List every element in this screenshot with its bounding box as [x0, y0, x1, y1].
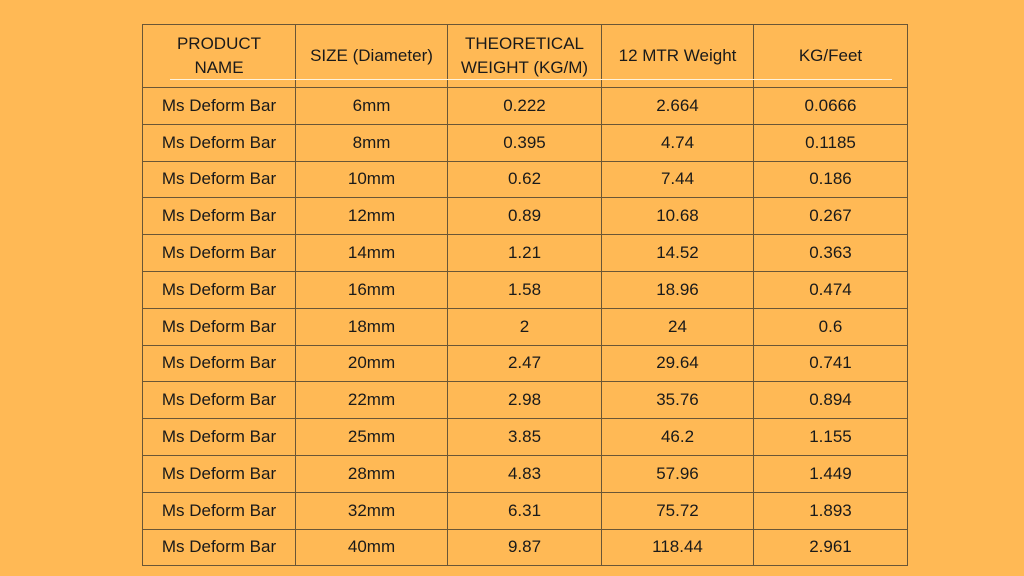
table-cell: Ms Deform Bar — [142, 528, 296, 567]
table-cell: Ms Deform Bar — [142, 234, 296, 272]
header-row: PRODUCT NAME SIZE (Diameter) THEORETICAL… — [142, 24, 908, 88]
table-cell: 2 — [447, 307, 602, 346]
table-row: Ms Deform Bar 10mm 0.62 7.44 0.186 — [142, 160, 908, 199]
table-cell: Ms Deform Bar — [142, 491, 296, 530]
table-cell: 2.47 — [447, 344, 602, 383]
table-cell: 0.62 — [447, 160, 602, 199]
table-cell: 2.961 — [753, 528, 908, 567]
table-row: Ms Deform Bar 18mm 2 24 0.6 — [142, 307, 908, 346]
table-cell: 24 — [601, 307, 754, 346]
table-cell: 14.52 — [601, 234, 754, 272]
table-cell: 28mm — [295, 454, 448, 493]
table-cell: 32mm — [295, 491, 448, 530]
table-row: Ms Deform Bar 40mm 9.87 118.44 2.961 — [142, 528, 908, 567]
table-cell: 0.474 — [753, 270, 908, 309]
table-cell: 4.74 — [601, 123, 754, 162]
header-cell: PRODUCT NAME — [142, 24, 296, 88]
table-cell: 0.0666 — [753, 87, 908, 125]
table-cell: 20mm — [295, 344, 448, 383]
table-cell: 0.6 — [753, 307, 908, 346]
table-cell: 2.98 — [447, 381, 602, 420]
table-cell: 6mm — [295, 87, 448, 125]
table-cell: Ms Deform Bar — [142, 454, 296, 493]
table-cell: 0.395 — [447, 123, 602, 162]
table-cell: 0.89 — [447, 197, 602, 236]
table-cell: 10mm — [295, 160, 448, 199]
table-cell: 0.741 — [753, 344, 908, 383]
table-cell: 8mm — [295, 123, 448, 162]
table-cell: 0.267 — [753, 197, 908, 236]
table-row: Ms Deform Bar 6mm 0.222 2.664 0.0666 — [142, 87, 908, 125]
table-cell: 10.68 — [601, 197, 754, 236]
table-cell: 25mm — [295, 418, 448, 456]
header-cell: THEORETICAL WEIGHT (KG/M) — [447, 24, 602, 88]
table-cell: 35.76 — [601, 381, 754, 420]
table-cell: Ms Deform Bar — [142, 160, 296, 199]
header-underline — [170, 79, 892, 80]
table-row: Ms Deform Bar 22mm 2.98 35.76 0.894 — [142, 381, 908, 420]
table-row: Ms Deform Bar 25mm 3.85 46.2 1.155 — [142, 418, 908, 456]
table-cell: 1.893 — [753, 491, 908, 530]
table-cell: 75.72 — [601, 491, 754, 530]
table-cell: Ms Deform Bar — [142, 381, 296, 420]
table-row: Ms Deform Bar 8mm 0.395 4.74 0.1185 — [142, 123, 908, 162]
table-cell: Ms Deform Bar — [142, 87, 296, 125]
table-cell: 1.58 — [447, 270, 602, 309]
table-cell: 6.31 — [447, 491, 602, 530]
table-cell: 2.664 — [601, 87, 754, 125]
table-row: Ms Deform Bar 28mm 4.83 57.96 1.449 — [142, 454, 908, 493]
table-cell: 0.894 — [753, 381, 908, 420]
table-cell: Ms Deform Bar — [142, 344, 296, 383]
table-row: Ms Deform Bar 32mm 6.31 75.72 1.893 — [142, 491, 908, 530]
table-cell: Ms Deform Bar — [142, 270, 296, 309]
table-cell: 1.21 — [447, 234, 602, 272]
table-cell: 16mm — [295, 270, 448, 309]
table-cell: Ms Deform Bar — [142, 123, 296, 162]
table-cell: 7.44 — [601, 160, 754, 199]
table-head: PRODUCT NAME SIZE (Diameter) THEORETICAL… — [142, 24, 908, 88]
table-row: Ms Deform Bar 20mm 2.47 29.64 0.741 — [142, 344, 908, 383]
table-row: Ms Deform Bar 12mm 0.89 10.68 0.267 — [142, 197, 908, 236]
table-cell: 29.64 — [601, 344, 754, 383]
table-cell: 118.44 — [601, 528, 754, 567]
table-cell: 18mm — [295, 307, 448, 346]
table-cell: 0.186 — [753, 160, 908, 199]
table-cell: 0.363 — [753, 234, 908, 272]
table-cell: 22mm — [295, 381, 448, 420]
header-cell: SIZE (Diameter) — [295, 24, 448, 88]
table-cell: Ms Deform Bar — [142, 418, 296, 456]
table-cell: 1.155 — [753, 418, 908, 456]
table-cell: 18.96 — [601, 270, 754, 309]
table-row: Ms Deform Bar 16mm 1.58 18.96 0.474 — [142, 270, 908, 309]
table-cell: 3.85 — [447, 418, 602, 456]
table-cell: 4.83 — [447, 454, 602, 493]
table-cell: 46.2 — [601, 418, 754, 456]
table-cell: 12mm — [295, 197, 448, 236]
table-cell: 0.222 — [447, 87, 602, 125]
table-cell: Ms Deform Bar — [142, 307, 296, 346]
table-cell: 40mm — [295, 528, 448, 567]
table-cell: 0.1185 — [753, 123, 908, 162]
table-cell: 9.87 — [447, 528, 602, 567]
table-cell: 14mm — [295, 234, 448, 272]
header-cell: 12 MTR Weight — [601, 24, 754, 88]
table-body: Ms Deform Bar 6mm 0.222 2.664 0.0666 Ms Defor… — [142, 87, 908, 567]
weight-table: PRODUCT NAME SIZE (Diameter) THEORETICAL… — [142, 24, 908, 567]
table-cell: 1.449 — [753, 454, 908, 493]
table-cell: Ms Deform Bar — [142, 197, 296, 236]
header-cell: KG/Feet — [753, 24, 908, 88]
table-cell: 57.96 — [601, 454, 754, 493]
table-row: Ms Deform Bar 14mm 1.21 14.52 0.363 — [142, 234, 908, 272]
